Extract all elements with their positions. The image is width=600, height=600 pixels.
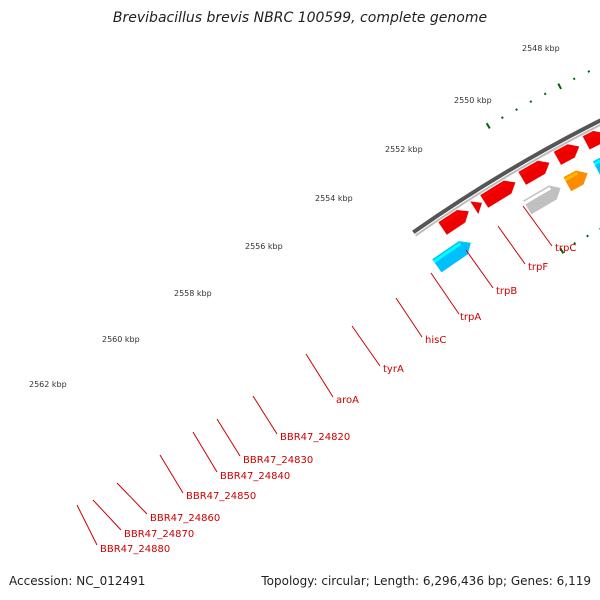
forward-gene-6-body <box>582 130 600 150</box>
inner-minor-tick <box>573 241 577 245</box>
rna-gene-1 <box>432 241 471 273</box>
forward-gene-1-shine <box>439 211 460 227</box>
outer-major-tick <box>557 83 562 90</box>
gene-label-BBR47_24820: BBR47_24820 <box>280 432 350 443</box>
other-gene-1 <box>563 170 588 192</box>
leader-line-10 <box>192 431 218 473</box>
gene-label-tyrA: tyrA <box>383 364 404 375</box>
rna-gene-1-body <box>432 241 471 273</box>
scale-label-2556: 2556 kbp <box>245 242 283 251</box>
gene-label-BBR47_24830: BBR47_24830 <box>243 455 313 466</box>
outer-minor-tick <box>587 70 591 73</box>
scale-label-2552: 2552 kbp <box>385 145 423 154</box>
outer-major-tick <box>485 122 491 129</box>
gene-label-trpF: trpF <box>528 262 548 273</box>
other-gene-1-shine <box>564 171 579 182</box>
forward-gene-2-body <box>470 201 483 215</box>
gene-label-hisC: hisC <box>425 335 446 346</box>
forward-gene-3-body <box>480 180 516 208</box>
scale-label-2562: 2562 kbp <box>29 380 67 389</box>
leader-line-4 <box>430 272 460 315</box>
gene-label-BBR47_24880: BBR47_24880 <box>100 544 170 555</box>
map-title: Brevibacillus brevis NBRC 100599, comple… <box>112 10 488 26</box>
pseudo-gene-1-body <box>523 185 561 215</box>
gene-label-BBR47_24850: BBR47_24850 <box>186 491 256 502</box>
forward-gene-6 <box>582 130 600 150</box>
genome-backbone <box>412 118 600 237</box>
accession-text: Accession: NC_012491 <box>9 574 146 588</box>
scale-label-2558: 2558 kbp <box>174 289 212 298</box>
outer-minor-tick <box>543 92 547 96</box>
pseudo-gene-1 <box>523 185 561 215</box>
outer-minor-tick <box>572 77 576 81</box>
backbone-inner-line <box>415 124 600 237</box>
forward-gene-5 <box>553 144 580 165</box>
outer-scale-ticks <box>485 70 591 129</box>
backbone-outer-line <box>412 118 600 234</box>
gene-label-BBR47_24840: BBR47_24840 <box>220 471 290 482</box>
forward-gene-5-body <box>553 144 580 165</box>
scale-labels: 2548 kbp 2550 kbp 2552 kbp 2554 kbp 2556… <box>29 44 560 389</box>
leader-line-3 <box>465 249 494 289</box>
inner-minor-tick <box>586 234 589 238</box>
leader-line-5 <box>395 297 423 338</box>
gene-label-BBR47_24870: BBR47_24870 <box>124 529 194 540</box>
inner-scale-ticks <box>559 227 600 254</box>
leader-line-7 <box>305 353 334 398</box>
outer-minor-tick <box>529 100 533 104</box>
leader-line-8 <box>252 395 278 435</box>
leader-line-14 <box>76 504 98 546</box>
rna-gene-2-shine <box>593 159 600 166</box>
forward-gene-3-shine <box>481 181 507 199</box>
scale-label-2548: 2548 kbp <box>522 44 560 53</box>
inner-major-tick <box>559 247 565 254</box>
gene-labels: trpC trpF trpB trpA hisC tyrA aroA BBR47… <box>100 243 576 555</box>
forward-gene-5-shine <box>554 145 570 156</box>
rna-gene-2 <box>592 157 600 175</box>
gene-label-trpB: trpB <box>496 286 517 297</box>
genome-summary-text: Topology: circular; Length: 6,296,436 bp… <box>261 574 591 588</box>
gene-label-BBR47_24860: BBR47_24860 <box>150 513 220 524</box>
forward-gene-3 <box>480 180 516 208</box>
scale-label-2560: 2560 kbp <box>102 335 140 344</box>
rna-gene-1-shine <box>433 242 462 263</box>
forward-gene-6-shine <box>583 132 596 141</box>
outer-minor-tick <box>515 108 518 111</box>
leader-line-9 <box>216 418 241 457</box>
forward-gene-1-body <box>438 209 469 235</box>
scale-label-2550: 2550 kbp <box>454 96 492 105</box>
leader-line-12 <box>116 482 148 515</box>
forward-gene-2 <box>470 201 483 215</box>
gene-label-trpC: trpC <box>555 243 576 254</box>
outer-minor-tick <box>500 116 504 120</box>
forward-gene-1 <box>438 209 469 235</box>
gene-label-aroA: aroA <box>336 395 359 406</box>
leader-line-11 <box>159 454 184 494</box>
gene-label-trpA: trpA <box>460 312 481 323</box>
forward-gene-4-shine <box>519 162 540 176</box>
forward-gene-4 <box>518 160 550 185</box>
leader-line-6 <box>351 325 381 367</box>
scale-label-2554: 2554 kbp <box>315 194 353 203</box>
gene-track <box>432 130 600 273</box>
leader-line-13 <box>92 499 122 531</box>
leader-line-2 <box>497 225 526 265</box>
forward-gene-4-body <box>518 160 550 185</box>
leader-line-1 <box>522 205 553 247</box>
label-leader-lines <box>76 205 553 546</box>
pseudo-gene-1-shine <box>523 186 552 205</box>
